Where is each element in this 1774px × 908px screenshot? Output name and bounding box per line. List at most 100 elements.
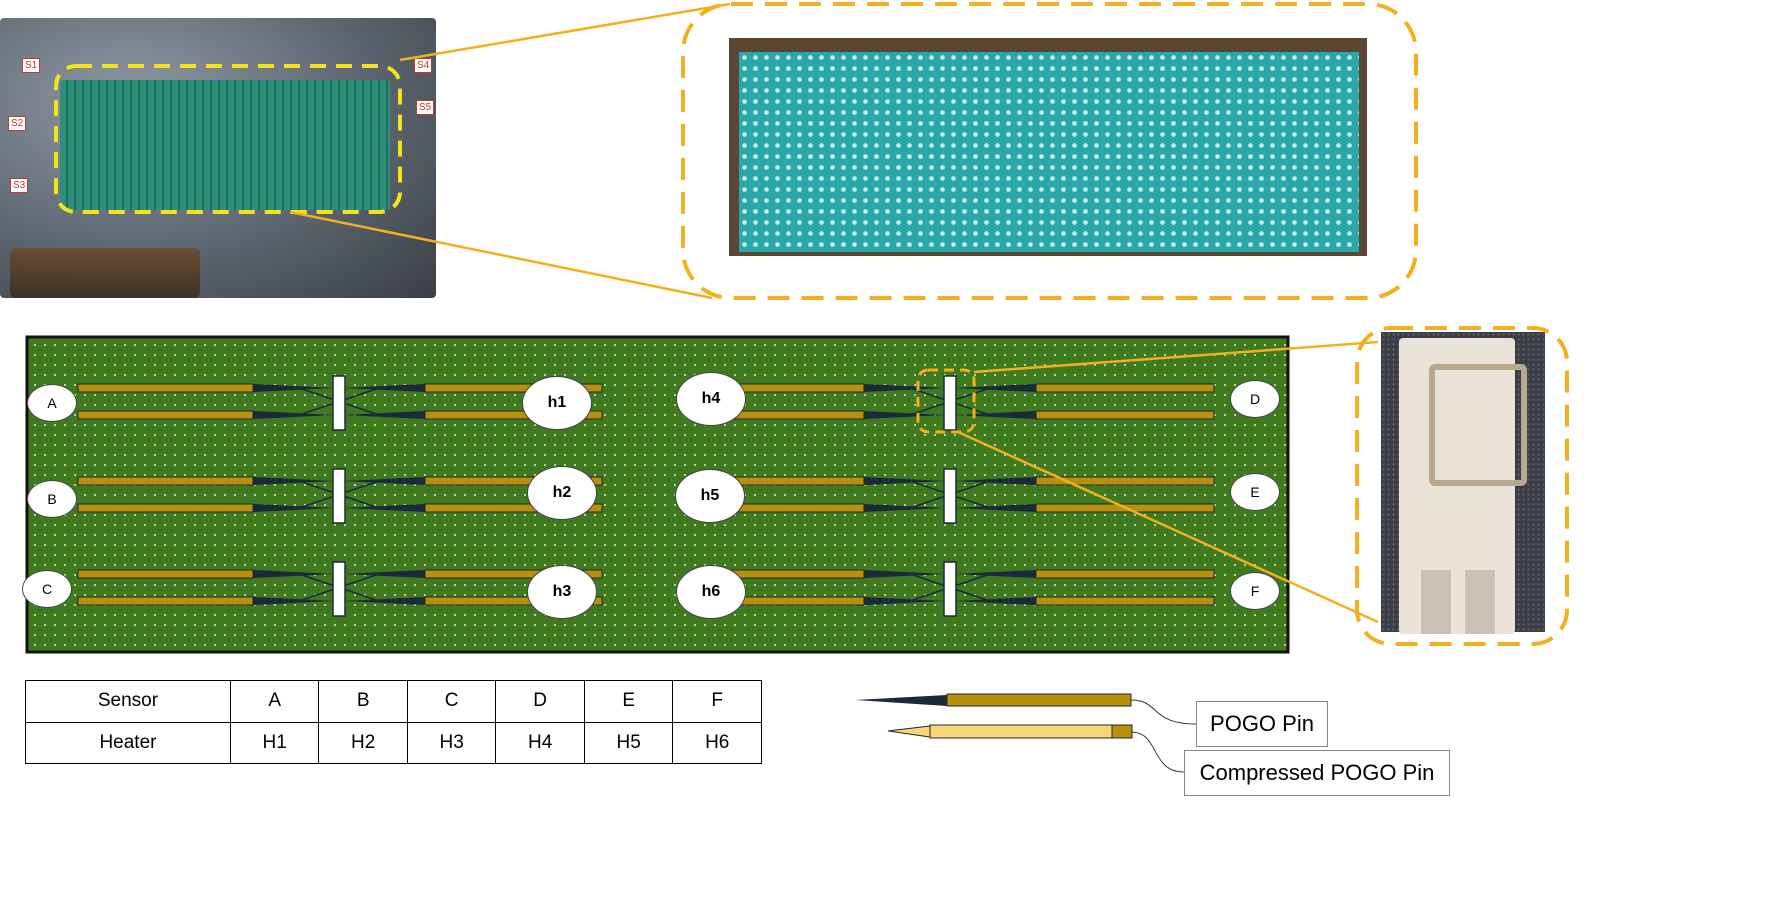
sensor-strip (943, 375, 957, 431)
callout-line (289, 210, 713, 300)
pogo-pin (729, 503, 865, 513)
legend-compressed-pogo-pin: Compressed POGO Pin (1184, 750, 1450, 796)
pogo-pin-tip (343, 597, 425, 605)
callout-line (957, 430, 1379, 624)
table-cell: H2 (318, 721, 408, 764)
pogo-pin-body (946, 693, 1132, 707)
pogo-pin (77, 410, 254, 420)
pogo-pin-tip (954, 477, 1036, 485)
sensor-strip (332, 468, 346, 524)
pogo-pin-tip (864, 504, 946, 512)
heater-label-h6: h6 (676, 565, 746, 619)
sensor-label-b: B (27, 480, 77, 518)
sensor-strip (943, 468, 957, 524)
pogo-pin-tip (253, 570, 335, 578)
table-row-header: Sensor (25, 680, 231, 723)
heater-label-h1: h1 (522, 376, 592, 430)
sensor-heater-table: Sensor A B C D E F Heater H1 H2 H3 H4 H5… (25, 680, 762, 764)
heater-label-h2: h2 (527, 466, 597, 520)
cable-bundle (10, 248, 200, 298)
pogo-pin (729, 569, 865, 579)
sensor-callout-box (916, 368, 976, 434)
contact-pad (1465, 570, 1495, 634)
sensor-label-e: E (1230, 473, 1280, 511)
enclosure-pcb (60, 80, 390, 210)
heater-trace (1429, 364, 1527, 486)
heater-callout-frame (1355, 326, 1569, 646)
pogo-pin (77, 476, 254, 486)
pogo-pin-tip (864, 411, 946, 419)
pogo-pin (729, 476, 865, 486)
compressed-pin-body (929, 724, 1113, 739)
table-row-header: Heater (25, 721, 231, 764)
pogo-pin-tip (954, 411, 1036, 419)
enclosure-label: S4 (414, 58, 433, 73)
table-cell: E (583, 680, 674, 723)
pogo-pin-tip (864, 477, 946, 485)
sensor-label-c: C (22, 570, 72, 608)
contact-pad (1421, 570, 1451, 634)
table-cell: A (229, 680, 320, 723)
pogo-pin-tip (253, 504, 335, 512)
pogo-pin (1035, 410, 1215, 420)
pogo-pin-tip (855, 695, 947, 706)
table-cell: F (672, 680, 762, 723)
enclosure-label: S1 (22, 58, 41, 73)
pogo-pin-tip (864, 570, 946, 578)
legend-leader (1130, 731, 1185, 773)
pcb-callout-frame (681, 2, 1418, 300)
pogo-pin (729, 596, 865, 606)
table-cell: D (495, 680, 585, 723)
pogo-pin (1035, 569, 1215, 579)
heater-label-h4: h4 (676, 372, 746, 426)
table-cell: H5 (583, 721, 674, 764)
pogo-pin-tip (954, 597, 1036, 605)
highlight-region (54, 64, 402, 214)
pogo-pin-tip (864, 384, 946, 392)
pogo-pin-tip (253, 477, 335, 485)
pogo-pin (77, 596, 254, 606)
enclosure-label: S2 (8, 116, 27, 131)
legend-pogo-pin: POGO Pin (1196, 701, 1328, 747)
heater-photo (1381, 332, 1545, 634)
table-cell: H1 (229, 721, 320, 764)
sensor-label-d: D (1230, 380, 1280, 418)
heater-label-h5: h5 (675, 469, 745, 523)
pogo-pin-tip (343, 477, 425, 485)
enclosure-label: S5 (416, 100, 435, 115)
compressed-pin-cap (1111, 724, 1133, 739)
table-cell: H3 (406, 721, 497, 764)
pogo-pin-tip (864, 597, 946, 605)
pogo-pin (77, 569, 254, 579)
sensor-strip (332, 375, 346, 431)
sensor-label-f: F (1230, 572, 1280, 610)
callout-line (399, 2, 731, 62)
pogo-pin (1035, 383, 1215, 393)
sensor-strip (332, 561, 346, 617)
pogo-pin-tip (343, 411, 425, 419)
enclosure-label: S3 (10, 178, 29, 193)
callout-line (973, 340, 1379, 374)
pcb-photo (729, 38, 1367, 256)
pogo-pin-tip (954, 384, 1036, 392)
sensor-label-a: A (27, 384, 77, 422)
pogo-pin-tip (253, 384, 335, 392)
legend-leader (1130, 699, 1197, 725)
table-cell: B (318, 680, 408, 723)
pogo-pin (729, 383, 865, 393)
heater-label-h3: h3 (527, 565, 597, 619)
pogo-pin-tip (343, 570, 425, 578)
pogo-pin-tip (253, 597, 335, 605)
pogo-pin (729, 410, 865, 420)
pogo-pin-tip (343, 504, 425, 512)
pogo-pin (77, 503, 254, 513)
table-cell: H4 (495, 721, 585, 764)
pogo-pin-rows (77, 375, 1215, 617)
pogo-pin-tip (343, 384, 425, 392)
pogo-pin-tip (954, 504, 1036, 512)
pogo-pin (77, 383, 254, 393)
perfboard (739, 52, 1359, 252)
table-cell: H6 (672, 721, 762, 764)
pogo-pin-tip (253, 411, 335, 419)
